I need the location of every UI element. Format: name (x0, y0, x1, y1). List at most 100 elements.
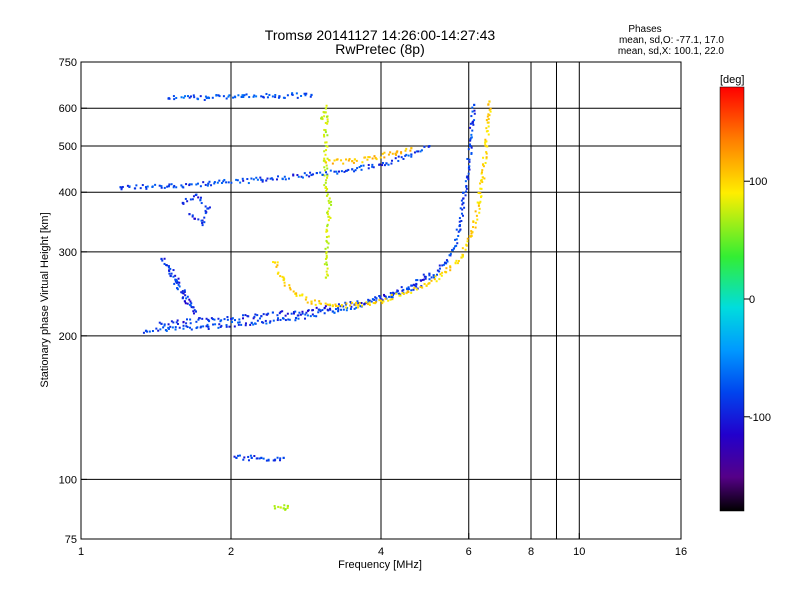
data-point (323, 184, 326, 187)
data-point (268, 93, 271, 96)
data-point (326, 211, 329, 214)
data-point (467, 178, 470, 181)
data-point (288, 318, 291, 321)
data-point (318, 300, 321, 303)
data-point (259, 176, 262, 179)
data-point (487, 121, 490, 124)
data-point (372, 166, 375, 169)
data-point (281, 310, 284, 313)
data-point (449, 252, 452, 255)
data-point (368, 299, 371, 302)
data-point (160, 257, 163, 261)
data-point (170, 272, 173, 275)
data-point (318, 302, 321, 305)
data-point (406, 288, 409, 291)
data-point (474, 210, 477, 213)
data-point (433, 276, 436, 279)
data-point (274, 93, 277, 96)
data-point (484, 138, 487, 141)
data-point (407, 154, 410, 157)
data-point (169, 275, 172, 278)
data-point (192, 94, 195, 97)
data-point (353, 158, 356, 161)
data-point (231, 321, 234, 324)
data-point (175, 321, 178, 324)
data-point (326, 167, 329, 170)
data-point (290, 312, 293, 315)
data-point (409, 149, 412, 152)
data-point (324, 111, 327, 114)
data-point (284, 314, 287, 317)
data-point (477, 204, 480, 207)
data-point (237, 321, 240, 324)
data-point (411, 284, 414, 287)
data-point (396, 150, 399, 153)
y-tick-label: 400 (59, 187, 77, 199)
data-point (271, 311, 274, 314)
data-point (228, 94, 231, 97)
data-point (192, 306, 195, 309)
data-point (291, 92, 294, 95)
data-point (324, 257, 327, 260)
data-point (161, 259, 164, 262)
data-point (182, 202, 185, 205)
data-point (470, 115, 473, 118)
data-point (420, 279, 423, 282)
data-point (256, 457, 259, 460)
data-point (367, 163, 370, 166)
data-point (232, 96, 235, 99)
data-point (135, 184, 138, 187)
data-point (324, 153, 327, 156)
data-point (345, 158, 348, 161)
data-point (284, 508, 287, 511)
data-point (304, 313, 307, 316)
data-point (361, 161, 364, 164)
data-point (253, 315, 256, 318)
data-point (305, 311, 308, 314)
data-point (400, 286, 403, 289)
data-point (337, 308, 340, 311)
data-point (381, 299, 384, 302)
data-point (464, 194, 467, 197)
data-point (485, 157, 488, 160)
data-point (441, 271, 444, 274)
data-point (235, 178, 238, 181)
data-point (395, 151, 398, 154)
data-point (394, 157, 397, 160)
data-point (306, 309, 309, 312)
data-point (162, 326, 165, 329)
data-point (158, 321, 161, 324)
data-point (254, 322, 257, 325)
data-point (351, 168, 354, 171)
data-point (247, 182, 250, 185)
data-point (361, 304, 364, 307)
data-point (172, 275, 175, 278)
data-point (473, 109, 476, 112)
data-point (444, 261, 447, 264)
data-point (324, 302, 327, 305)
data-point (267, 459, 270, 462)
data-point (445, 259, 448, 262)
data-point (324, 276, 328, 279)
data-point (250, 321, 253, 324)
data-point (394, 152, 397, 155)
data-point (326, 308, 329, 311)
data-point (438, 270, 441, 273)
data-point (167, 266, 170, 269)
data-point (468, 158, 471, 161)
data-point (327, 242, 330, 245)
data-point (326, 246, 329, 249)
data-point (160, 186, 163, 189)
data-point (368, 303, 371, 306)
data-point (397, 155, 400, 158)
data-point (325, 179, 328, 182)
data-point (439, 273, 442, 276)
data-point (487, 103, 490, 106)
data-point (378, 163, 381, 166)
data-point (479, 182, 482, 185)
data-point (200, 219, 203, 222)
colorbar-tick-label: 0 (749, 294, 755, 306)
data-point (423, 145, 426, 148)
data-point (175, 96, 178, 99)
data-point (395, 291, 398, 294)
